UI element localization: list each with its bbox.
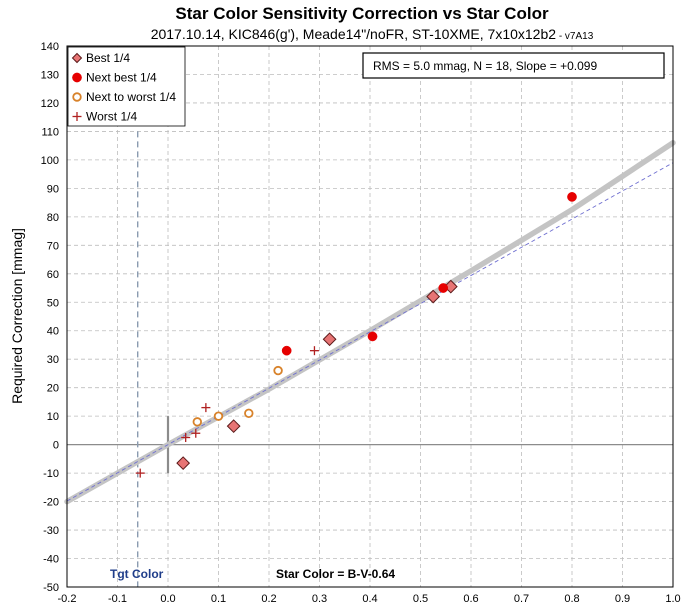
chart-title: Star Color Sensitivity Correction vs Sta… — [175, 4, 549, 23]
x-tick-label: 0.9 — [615, 593, 630, 605]
data-point-plus — [135, 468, 145, 478]
data-points — [135, 192, 577, 478]
y-tick-label: -30 — [43, 525, 59, 537]
data-point-plus — [309, 346, 319, 356]
stats-box: RMS = 5.0 mmag, N = 18, Slope = +0.099 — [362, 52, 665, 79]
x-tick-label: 0.8 — [564, 593, 579, 605]
y-tick-label: -50 — [43, 582, 59, 594]
chart-version: - v7A13 — [556, 31, 594, 42]
x-tick-label: 0.5 — [413, 593, 428, 605]
y-tick-label: 20 — [47, 383, 59, 395]
y-tick-label: 120 — [41, 98, 59, 110]
data-point-plus — [201, 403, 211, 413]
y-tick-label: 80 — [47, 212, 59, 224]
plot-frame — [66, 45, 674, 588]
y-tick-label: 10 — [47, 411, 59, 423]
x-tick-label: 0.0 — [160, 593, 175, 605]
linear-fit-line — [66, 162, 674, 502]
stats-text: RMS = 5.0 mmag, N = 18, Slope = +0.099 — [373, 59, 597, 73]
y-tick-label: 100 — [41, 155, 59, 167]
x-tick-label: -0.2 — [58, 593, 77, 605]
legend: Best 1/4 Next best 1/4 Next to worst 1/4 Wo… — [67, 46, 186, 127]
y-tick-label: -10 — [43, 468, 59, 480]
legend-box — [67, 46, 186, 127]
legend-marker-filled-circle — [72, 72, 82, 83]
x-tick-label: 0.4 — [362, 593, 377, 605]
data-point-plus — [181, 433, 191, 443]
y-tick-label: 90 — [47, 183, 59, 195]
x-tick-label: 1.0 — [665, 593, 680, 605]
y-tick-label: 110 — [41, 126, 59, 138]
x-tick-label: 0.3 — [312, 593, 327, 605]
data-point-open-circle — [213, 411, 224, 421]
data-point-filled-circle — [438, 283, 449, 293]
data-point-diamond — [176, 456, 191, 471]
y-axis-title: Required Correction [mmag] — [9, 228, 25, 404]
y-tick-label: -40 — [43, 554, 59, 566]
legend-marker-diamond — [71, 52, 83, 64]
data-point-plus — [191, 428, 201, 438]
x-tick-label: 0.6 — [463, 593, 478, 605]
data-point-filled-circle — [567, 192, 577, 202]
grid — [66, 45, 674, 588]
fit-lines — [64, 140, 676, 505]
y-tick-label: 130 — [41, 69, 59, 81]
data-point-diamond — [426, 289, 441, 304]
legend-marker-plus — [72, 112, 82, 121]
legend-marker-open-circle — [72, 92, 82, 102]
legend-label: Next to worst 1/4 — [86, 90, 176, 104]
data-point-filled-circle — [367, 331, 378, 342]
x-tick-label: 0.2 — [261, 593, 276, 605]
y-tick-label: 40 — [47, 326, 59, 338]
data-point-open-circle — [273, 365, 283, 376]
y-tick-label: 60 — [47, 269, 59, 281]
y-tick-label: 0 — [53, 440, 59, 452]
legend-label: Worst 1/4 — [86, 110, 137, 124]
data-point-open-circle — [244, 408, 254, 419]
legend-label: Next best 1/4 — [86, 71, 157, 85]
y-tick-label: 140 — [41, 41, 59, 53]
data-point-diamond — [226, 419, 241, 434]
data-point-diamond — [322, 332, 337, 347]
data-point-open-circle — [192, 417, 202, 427]
data-point-filled-circle — [281, 345, 292, 356]
y-tick-label: -20 — [43, 497, 59, 509]
x-tick-label: 0.7 — [514, 593, 529, 605]
y-tick-label: 30 — [47, 354, 59, 366]
star-color-label: Star Color = B-V-0.64 — [276, 567, 395, 581]
x-tick-label: -0.1 — [108, 593, 127, 605]
stats-box-frame — [362, 52, 665, 79]
chart-subtitle-line: 2017.10.14, KIC846(g'), Meade14"/noFR, S… — [151, 26, 594, 42]
y-tick-label: 70 — [47, 240, 59, 252]
chart-subtitle: 2017.10.14, KIC846(g'), Meade14"/noFR, S… — [151, 26, 557, 42]
legend-label: Best 1/4 — [86, 51, 130, 65]
axes: -0.2 -0.1 0.0 0.1 0.2 0.3 0.4 0.5 0.6 0.7 0.8 0.9 1.… — [41, 41, 681, 605]
target-color-label: Tgt Color — [110, 567, 164, 581]
x-tick-label: 0.1 — [211, 593, 226, 605]
y-tick-label: 50 — [47, 297, 59, 309]
